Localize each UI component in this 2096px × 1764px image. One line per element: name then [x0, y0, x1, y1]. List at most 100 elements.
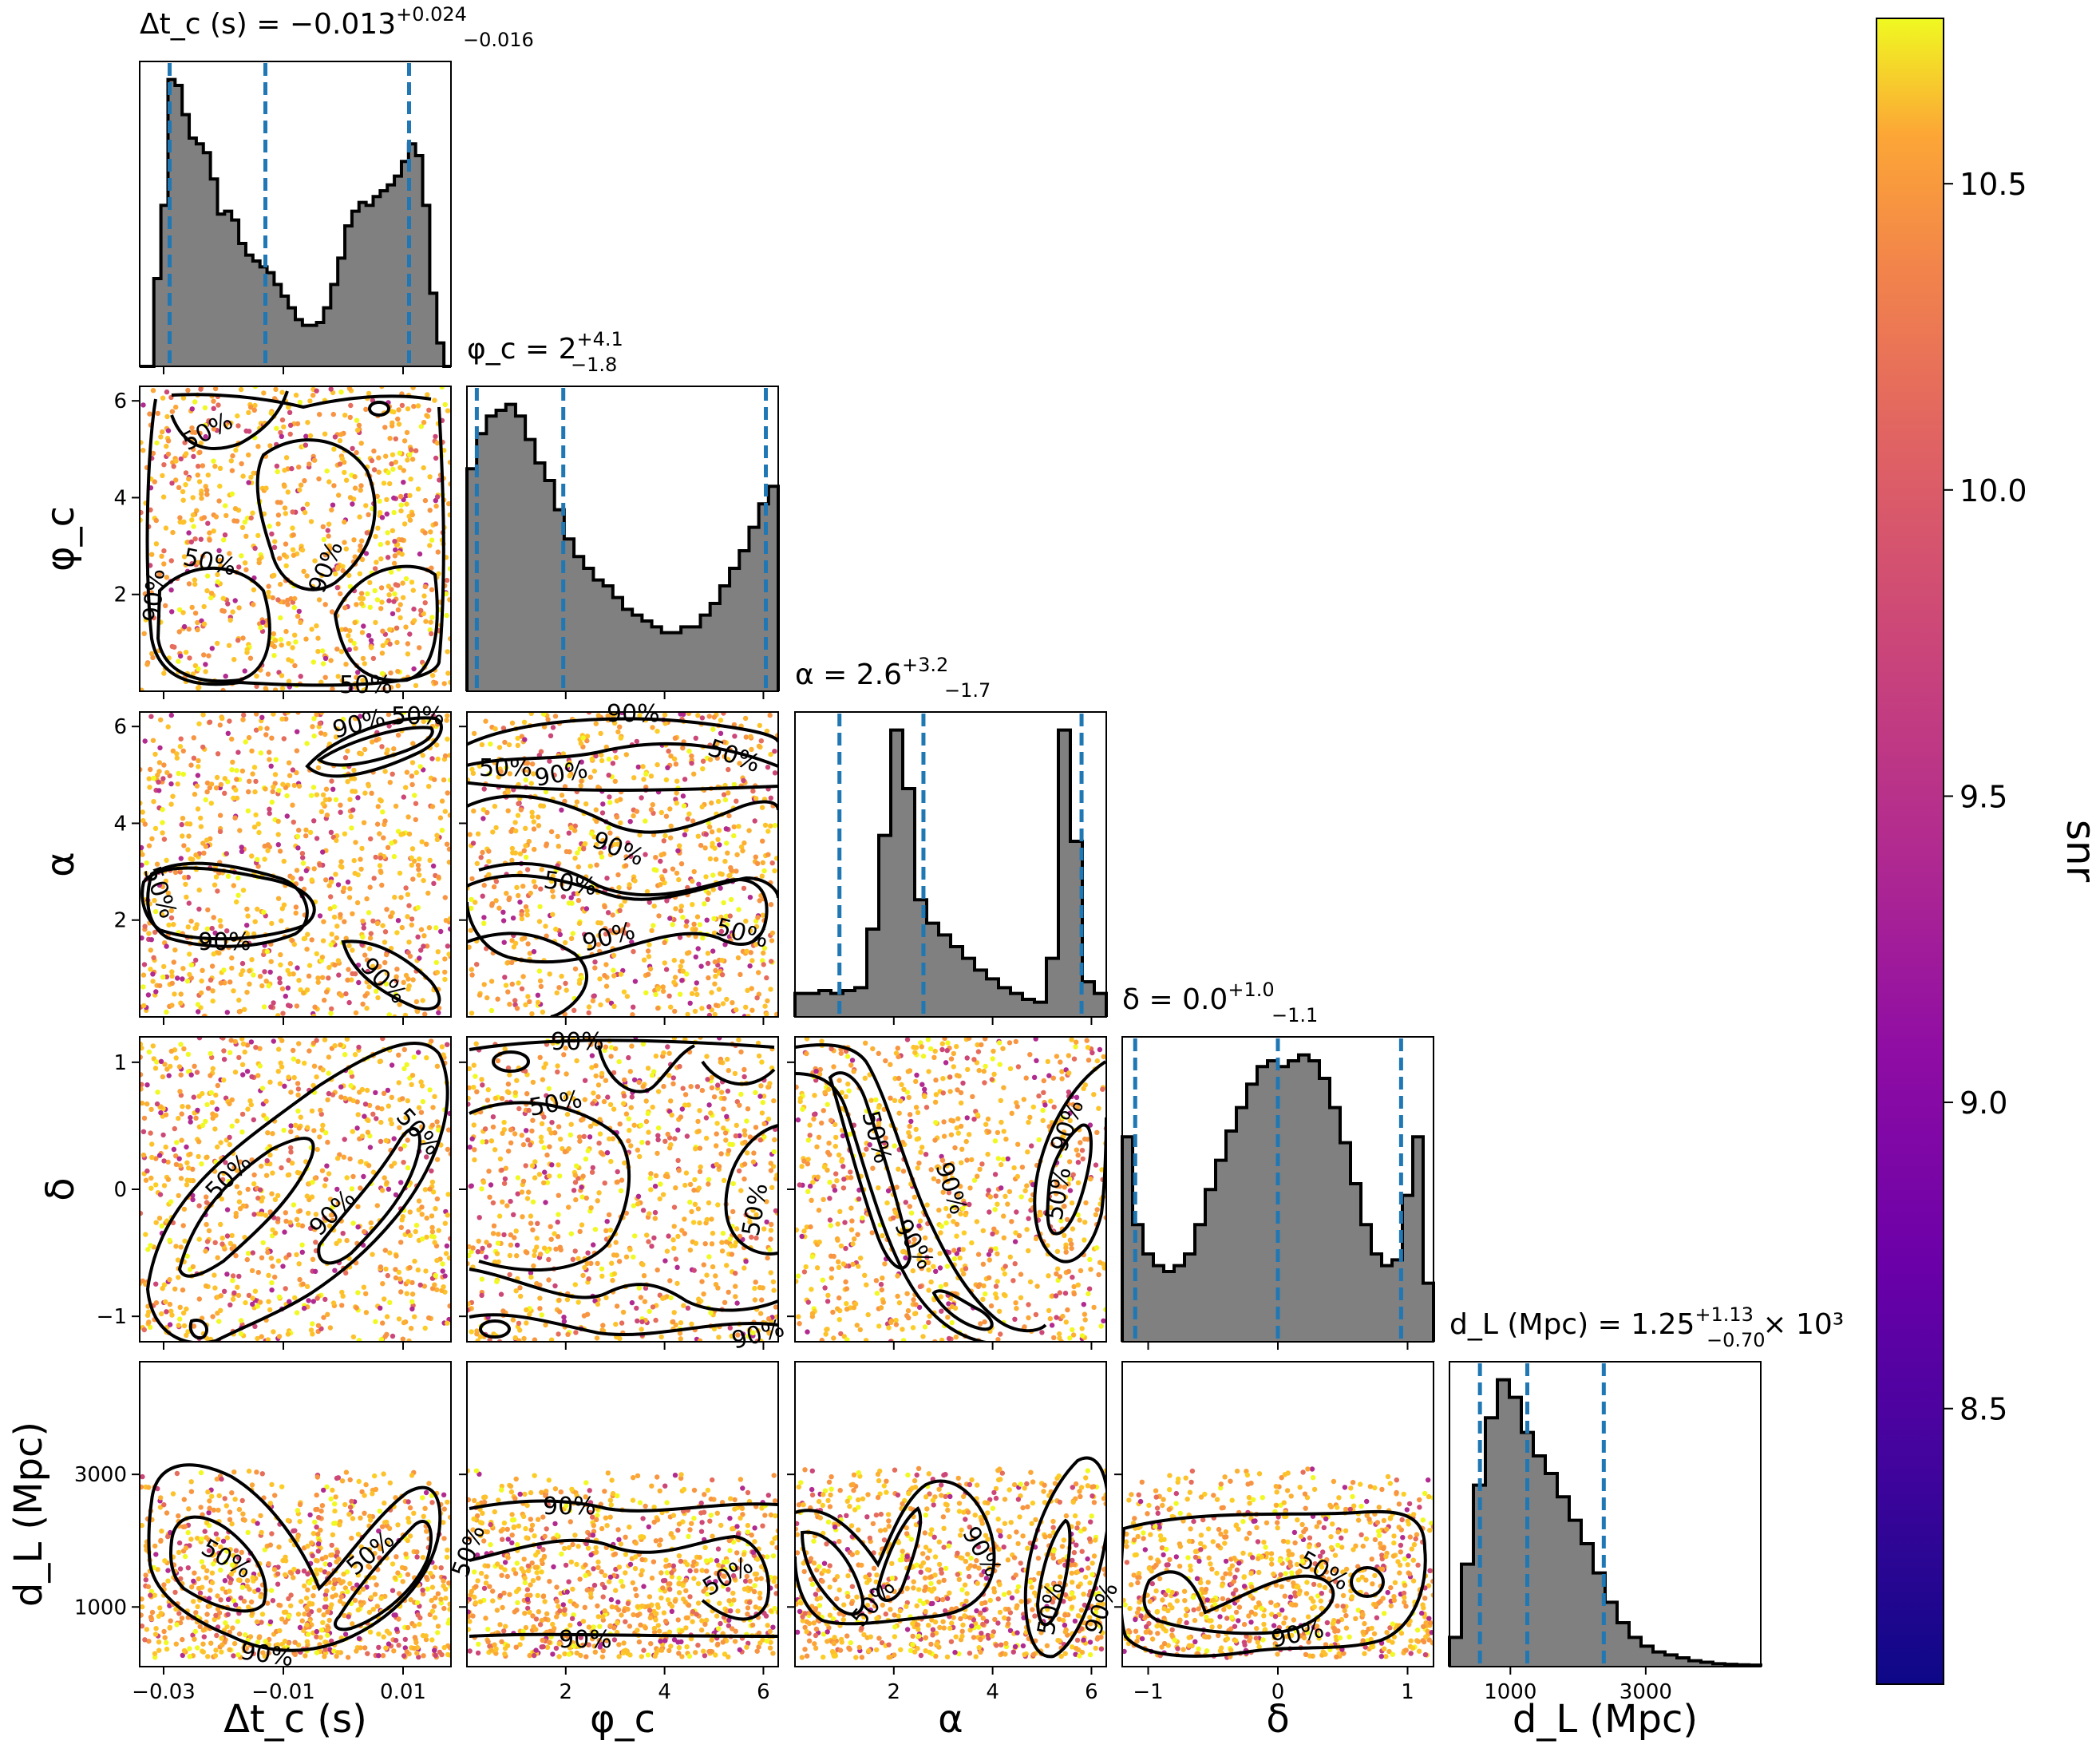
scatter-point — [233, 1253, 239, 1259]
scatter-point — [200, 967, 205, 974]
scatter-point — [326, 1223, 333, 1229]
scatter-point — [537, 904, 543, 910]
scatter-point — [255, 444, 261, 449]
scatter-point — [253, 727, 259, 733]
scatter-point — [510, 916, 516, 921]
scatter-point — [419, 1083, 425, 1089]
scatter-point — [204, 488, 210, 493]
hist-bar — [231, 220, 239, 366]
scatter-point — [374, 920, 381, 927]
scatter-point — [166, 1073, 172, 1078]
scatter-point — [558, 1247, 564, 1253]
scatter-point — [634, 1305, 639, 1311]
scatter-point — [583, 801, 589, 807]
scatter-point — [191, 735, 196, 741]
scatter-point — [316, 597, 322, 603]
scatter-point — [247, 1098, 253, 1104]
scatter-point — [216, 548, 222, 553]
scatter-point — [1059, 1076, 1065, 1082]
scatter-point — [325, 1097, 330, 1103]
scatter-point — [387, 1299, 393, 1306]
scatter-point — [322, 997, 327, 1003]
scatter-point — [293, 904, 299, 910]
hist-bar — [358, 202, 367, 366]
scatter-point — [399, 552, 405, 557]
scatter-point — [263, 1212, 269, 1218]
scatter-point — [652, 1209, 658, 1216]
scatter-point — [435, 756, 441, 762]
scatter-point — [641, 777, 647, 782]
scatter-point — [422, 583, 429, 590]
scatter-point — [548, 733, 554, 738]
scatter-point — [413, 817, 418, 823]
scatter-point — [651, 923, 656, 928]
scatter-point — [275, 521, 281, 527]
scatter-point — [173, 1244, 179, 1249]
scatter-point — [152, 929, 158, 935]
scatter-point — [315, 765, 322, 771]
scatter-point — [212, 1285, 218, 1291]
scatter-point — [236, 1273, 242, 1279]
scatter-point — [983, 1063, 988, 1070]
scatter-point — [1056, 1331, 1062, 1337]
hist-panel-dL: d_L (Mpc) = 1.25+1.13 × 10³ −0.70 — [1448, 1303, 1844, 1667]
scatter-point — [717, 1037, 722, 1041]
scatter-point — [727, 872, 733, 878]
scatter-point — [469, 1183, 474, 1189]
scatter-point — [908, 1118, 914, 1125]
scatter-point — [296, 1261, 302, 1267]
scatter-point — [334, 924, 340, 929]
scatter-point — [435, 549, 441, 555]
scatter-point — [736, 907, 742, 912]
scatter-point — [178, 856, 184, 861]
scatter-point — [298, 1114, 303, 1120]
scatter-point — [514, 1006, 520, 1011]
scatter-point — [744, 1118, 749, 1124]
scatter-point — [479, 1077, 484, 1082]
scatter-point — [164, 443, 169, 449]
scatter-point — [595, 1198, 600, 1204]
scatter-point — [184, 979, 191, 984]
scatter-point — [865, 1311, 871, 1318]
scatter-point — [353, 1010, 359, 1016]
hist-bar — [903, 788, 916, 1017]
scatter-point — [162, 1062, 168, 1067]
scatter-point — [653, 991, 658, 998]
scatter-point — [252, 1288, 259, 1294]
scatter-point — [149, 1154, 155, 1161]
scatter-point — [696, 1185, 702, 1191]
scatter-point — [767, 1247, 773, 1252]
scatter-point — [621, 1101, 627, 1106]
scatter-point — [488, 742, 493, 747]
hist-bar — [564, 539, 575, 691]
scatter-point — [291, 782, 297, 789]
scatter-point — [651, 1235, 657, 1241]
scatter-point — [631, 948, 636, 955]
scatter-point — [328, 658, 334, 663]
scatter-point — [306, 1210, 311, 1216]
scatter-point — [334, 1186, 340, 1192]
scatter-point — [413, 769, 419, 776]
scatter-point — [442, 956, 448, 962]
scatter-point — [482, 1126, 488, 1132]
scatter-point — [687, 1199, 693, 1205]
scatter-point — [204, 926, 211, 931]
scatter-point — [369, 645, 374, 651]
scatter-point — [856, 1187, 862, 1193]
scatter-point — [368, 931, 374, 936]
scatter-point — [401, 1319, 407, 1326]
scatter-point — [215, 1255, 220, 1260]
scatter-point — [764, 728, 770, 734]
scatter-point — [530, 1079, 536, 1086]
scatter-point — [697, 922, 702, 927]
scatter-point — [370, 963, 376, 969]
scatter-point — [182, 1238, 188, 1244]
scatter-point — [563, 1045, 568, 1051]
scatter-point — [144, 1312, 151, 1319]
scatter-point — [167, 1301, 173, 1307]
scatter-point — [1014, 1209, 1019, 1215]
scatter-point — [294, 769, 299, 776]
scatter-point — [649, 1244, 655, 1249]
scatter-point — [186, 530, 192, 536]
scatter-point — [757, 722, 762, 729]
